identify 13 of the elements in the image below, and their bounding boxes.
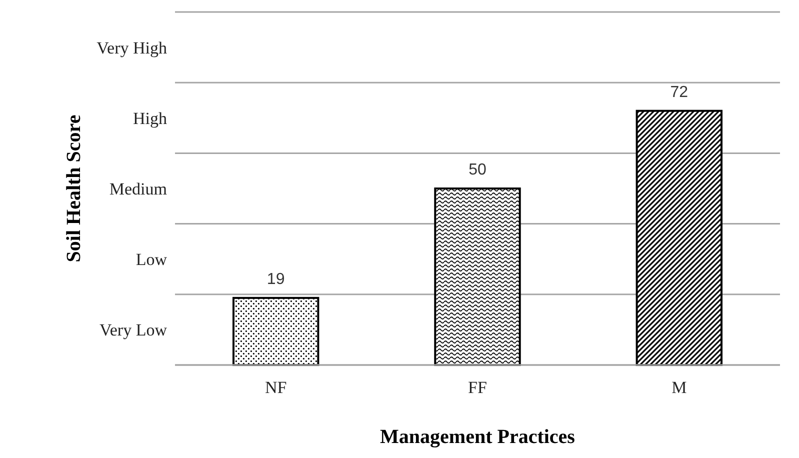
data-label: 19 (266, 270, 285, 288)
text: High (133, 108, 168, 128)
text: Very High (96, 38, 168, 58)
x-tick-label: M (672, 378, 687, 397)
text: Very Low (99, 320, 168, 340)
data-label: 50 (468, 162, 486, 178)
text: Medium (109, 179, 167, 198)
x-tick-label: NF (264, 378, 287, 397)
x-tick-label: FF (468, 378, 487, 397)
text: Low (136, 250, 168, 270)
data-label: 72 (670, 84, 688, 101)
y-axis-title: Soil Health Score (63, 114, 85, 262)
x-axis-title: Management Practices (380, 426, 576, 448)
